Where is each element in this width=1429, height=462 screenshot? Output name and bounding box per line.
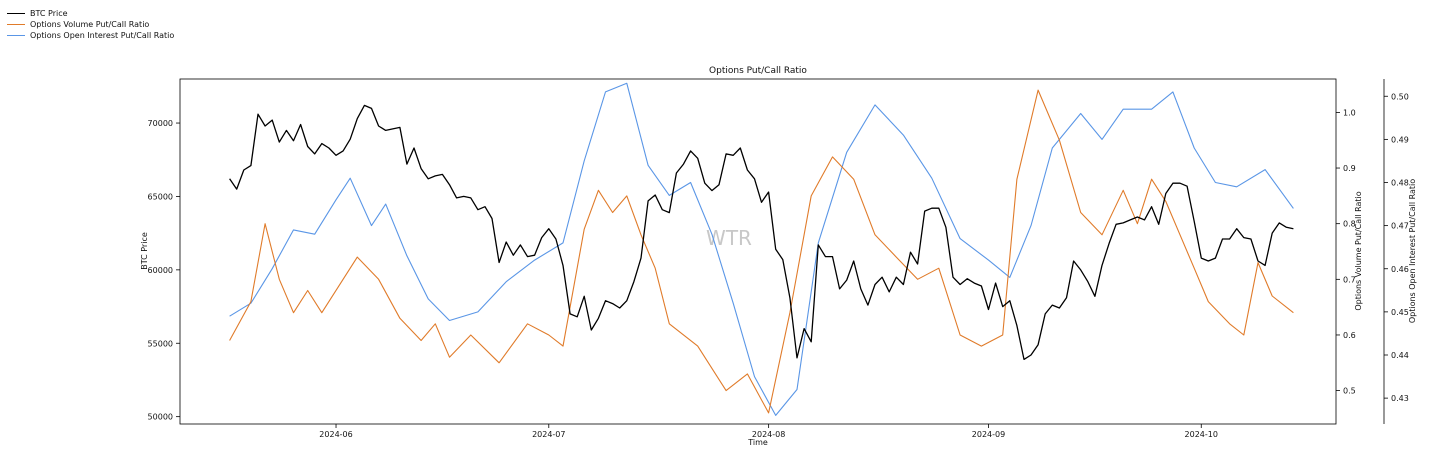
- legend-swatch-oi-ratio: [7, 35, 25, 36]
- y-tick-label-right: 0.5: [1343, 387, 1356, 396]
- series-line-btc-price: [229, 104, 1294, 361]
- legend-item-oi-ratio: Options Open Interest Put/Call Ratio: [7, 30, 174, 41]
- y-tick-label-right2: 0.45: [1391, 308, 1409, 317]
- legend-swatch-btc-price: [7, 13, 25, 14]
- x-tick-label: 2024-10: [1185, 430, 1218, 439]
- legend-item-btc-price: BTC Price: [7, 8, 174, 19]
- legend: BTC Price Options Volume Put/Call Ratio …: [7, 8, 174, 41]
- x-axis-label: Time: [747, 438, 768, 447]
- y-tick-label-right2: 0.46: [1391, 265, 1409, 274]
- chart-title: Options Put/Call Ratio: [709, 66, 807, 76]
- series-line-oi-ratio: [229, 82, 1294, 416]
- y-tick-label-right2: 0.50: [1391, 92, 1409, 101]
- legend-item-volume-ratio: Options Volume Put/Call Ratio: [7, 19, 174, 30]
- axis-ticks: 2024-06 2024-07 2024-08 2024-09 2024-10 50000…: [148, 92, 1409, 439]
- y-tick-label-left: 70000: [148, 119, 173, 128]
- y-tick-label-right2: 0.49: [1391, 135, 1409, 144]
- y-tick-label-right: 1.0: [1343, 108, 1356, 117]
- y-tick-label-left: 55000: [148, 339, 173, 348]
- legend-label-btc-price: BTC Price: [30, 9, 68, 18]
- y-tick-label-right: 0.9: [1343, 164, 1356, 173]
- y-tick-label-right: 0.7: [1343, 275, 1356, 284]
- plot-frame: [179, 78, 1337, 425]
- y-tick-label-left: 60000: [148, 266, 173, 275]
- y-tick-label-right2: 0.47: [1391, 222, 1409, 231]
- watermark: WTR: [706, 226, 752, 250]
- y-tick-label-right2: 0.48: [1391, 179, 1409, 188]
- y-tick-label-right2: 0.44: [1391, 351, 1409, 360]
- y-tick-label-right2: 0.43: [1391, 394, 1409, 403]
- x-tick-label: 2024-06: [319, 430, 352, 439]
- legend-label-oi-ratio: Options Open Interest Put/Call Ratio: [30, 31, 175, 40]
- y-tick-label-right: 0.8: [1343, 220, 1356, 229]
- x-tick-label: 2024-09: [972, 430, 1005, 439]
- x-tick-label: 2024-07: [532, 430, 565, 439]
- legend-label-volume-ratio: Options Volume Put/Call Ratio: [30, 20, 150, 29]
- y-axis-label-right2: Options Open Interest Put/Call Ratio: [1408, 179, 1417, 323]
- x-tick-label: 2024-08: [752, 430, 785, 439]
- series-line-volume-ratio: [229, 89, 1294, 414]
- y-tick-label-left: 65000: [148, 192, 173, 201]
- y-axis-label-right: Options Volume Put/Call Ratio: [1354, 191, 1363, 310]
- y-tick-label-right: 0.6: [1343, 331, 1356, 340]
- series-lines: [229, 82, 1294, 416]
- y-axis-label-left: BTC Price: [140, 232, 149, 270]
- legend-swatch-volume-ratio: [7, 24, 25, 25]
- y-tick-label-left: 50000: [148, 413, 173, 422]
